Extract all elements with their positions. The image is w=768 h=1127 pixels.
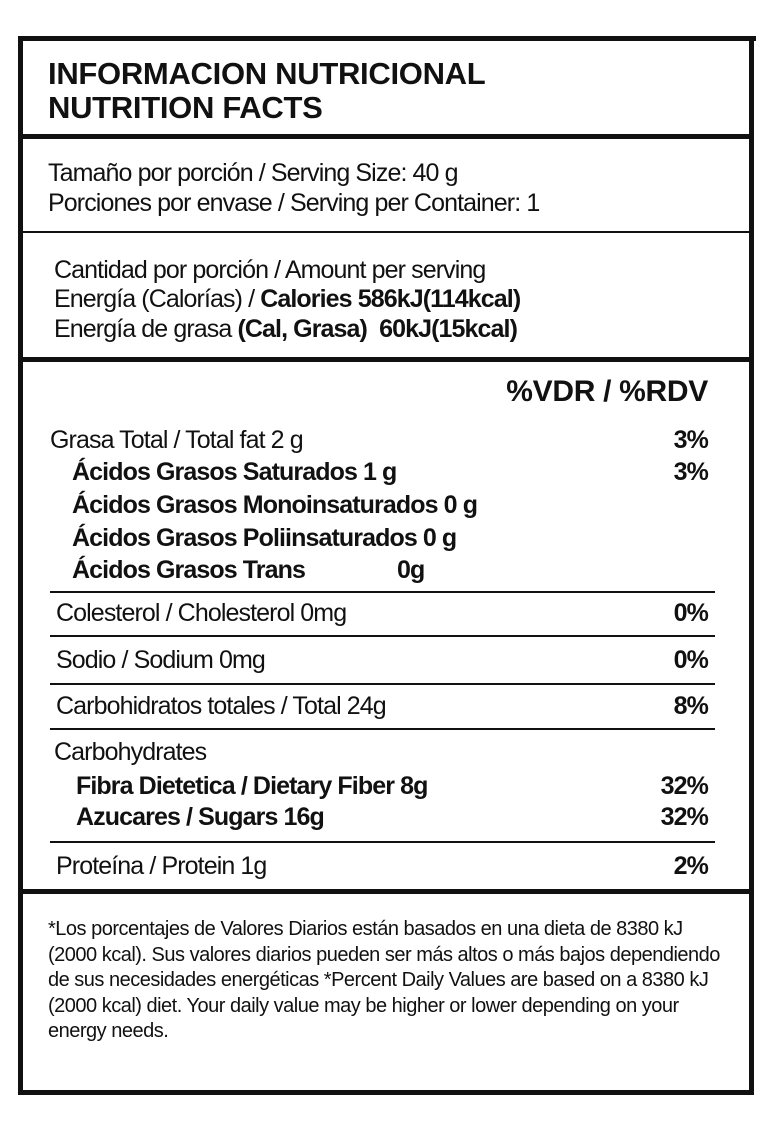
- divider: [20, 357, 750, 362]
- sodium-pct: 0%: [673, 646, 709, 674]
- divider: [20, 889, 750, 894]
- fat-energy-label: Energía de grasa: [54, 315, 238, 343]
- mono-fat-label: Ácidos Grasos Monoinsaturados 0 g: [72, 491, 478, 519]
- fat-energy-value: (Cal, Grasa) 60kJ(15kcal): [237, 315, 518, 343]
- energy-label: Energía (Calorías) /: [54, 285, 261, 313]
- divider: [50, 841, 715, 843]
- footnote: *Los porcentajes de Valores Diarios está…: [48, 918, 720, 1043]
- top-border: [18, 36, 756, 41]
- cholesterol-label: Colesterol / Cholesterol 0mg: [56, 599, 347, 627]
- amount-heading: Cantidad por porción / Amount per servin…: [54, 256, 486, 284]
- saturated-fat-pct: 3%: [673, 458, 709, 486]
- carbs-label: Carbohidratos totales / Total 24g: [56, 692, 387, 720]
- fiber-pct: 32%: [660, 772, 709, 800]
- serving-size: Tamaño por porción / Serving Size: 40 g: [48, 159, 458, 187]
- total-fat-pct: 3%: [673, 426, 709, 454]
- servings-per-container: Porciones por envase / Serving per Conta…: [48, 189, 540, 217]
- divider: [50, 635, 715, 637]
- sugars-pct: 32%: [660, 803, 709, 831]
- carbs-label-cont: Carbohydrates: [54, 738, 207, 766]
- fiber-label: Fibra Dietetica / Dietary Fiber 8g: [76, 772, 428, 800]
- protein-pct: 2%: [673, 852, 709, 880]
- trans-fat-value: 0g: [397, 556, 425, 584]
- total-fat-label: Grasa Total / Total fat 2 g: [50, 426, 304, 454]
- saturated-fat-label: Ácidos Grasos Saturados 1 g: [72, 458, 397, 486]
- divider: [50, 728, 715, 730]
- divider: [50, 591, 715, 593]
- trans-fat-label: Ácidos Grasos Trans: [72, 556, 306, 584]
- sodium-label: Sodio / Sodium 0mg: [56, 646, 266, 674]
- daily-value-header: %VDR / %RDV: [506, 375, 708, 408]
- cholesterol-pct: 0%: [673, 599, 709, 627]
- nutrition-label-frame: [18, 38, 754, 1095]
- title-spanish: INFORMACION NUTRICIONAL: [48, 56, 486, 91]
- sugars-label: Azucares / Sugars 16g: [76, 803, 325, 831]
- divider: [20, 134, 750, 139]
- protein-label: Proteína / Protein 1g: [56, 852, 267, 880]
- divider: [20, 231, 750, 233]
- poly-fat-label: Ácidos Grasos Poliinsaturados 0 g: [72, 524, 457, 552]
- divider: [50, 683, 715, 685]
- energy-row: Energía (Calorías) / Calories 586kJ(114k…: [54, 284, 521, 314]
- energy-value: Calories 586kJ(114kcal): [260, 285, 521, 313]
- title-english: NUTRITION FACTS: [48, 90, 323, 125]
- carbs-pct: 8%: [673, 692, 709, 720]
- fat-energy-row: Energía de grasa (Cal, Grasa) 60kJ(15kca…: [54, 314, 518, 344]
